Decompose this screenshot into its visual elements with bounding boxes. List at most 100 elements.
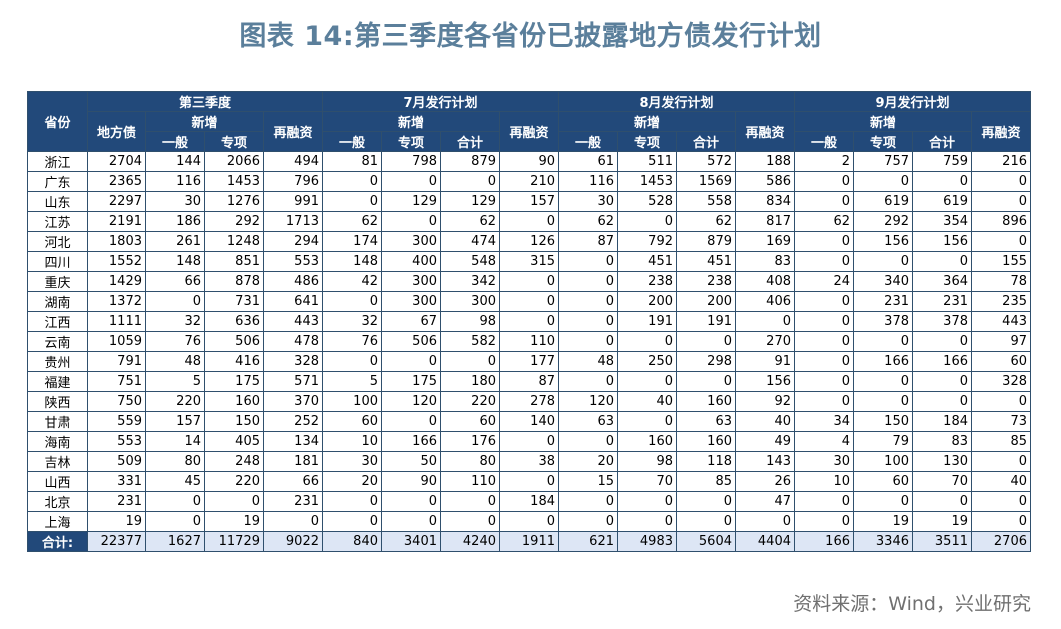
value-cell: 0 [322,491,382,512]
value-cell: 586 [735,171,795,192]
province-cell: 福建 [27,371,88,392]
value-cell: 40 [617,391,677,412]
value-cell: 180 [440,371,500,392]
value-cell: 10 [322,431,382,452]
value-cell: 2 [794,151,854,172]
value-cell: 15 [558,471,618,492]
value-cell: 0 [381,351,441,372]
value-cell: 0 [794,331,854,352]
value-cell: 188 [735,151,795,172]
header-jul-special: 专项 [381,131,441,152]
value-cell: 443 [263,311,323,332]
value-cell: 0 [794,291,854,312]
table-row: 甘肃 559 157 150 252 60 0 60 140 63 0 63 40 34 150 184 73 [27,411,1031,432]
value-cell: 85 [971,431,1031,452]
value-cell: 175 [204,371,264,392]
header-jul-new: 新增 [322,111,500,132]
value-cell: 342 [440,271,500,292]
value-cell: 1429 [87,271,146,292]
value-cell: 67 [381,311,441,332]
total-value-cell: 5604 [676,531,736,552]
value-cell: 0 [971,491,1031,512]
value-cell: 378 [853,311,913,332]
value-cell: 298 [676,351,736,372]
value-cell: 451 [676,251,736,272]
province-cell: 云南 [27,331,88,352]
table-row: 河北 1803 261 1248 294 174 300 474 126 87 792 879 169 0… [27,231,1031,252]
value-cell: 378 [912,311,972,332]
province-cell: 北京 [27,491,88,512]
value-cell: 0 [794,511,854,532]
value-cell: 235 [971,291,1031,312]
value-cell: 478 [263,331,323,352]
value-cell: 0 [794,171,854,192]
value-cell: 0 [971,511,1031,532]
value-cell: 474 [440,231,500,252]
value-cell: 70 [617,471,677,492]
province-cell: 河北 [27,231,88,252]
value-cell: 328 [971,371,1031,392]
value-cell: 144 [145,151,205,172]
value-cell: 757 [853,151,913,172]
value-cell: 155 [971,251,1031,272]
value-cell: 110 [499,331,559,352]
value-cell: 100 [322,391,382,412]
value-cell: 174 [322,231,382,252]
value-cell: 38 [499,451,559,472]
value-cell: 120 [381,391,441,412]
value-cell: 548 [440,251,500,272]
value-cell: 1552 [87,251,146,272]
value-cell: 4 [794,431,854,452]
value-cell: 0 [558,511,618,532]
value-cell: 76 [145,331,205,352]
value-cell: 184 [499,491,559,512]
value-cell: 129 [381,191,441,212]
value-cell: 92 [735,391,795,412]
value-cell: 0 [912,331,972,352]
value-cell: 91 [735,351,795,372]
province-cell: 山西 [27,471,88,492]
value-cell: 150 [853,411,913,432]
value-cell: 0 [794,491,854,512]
value-cell: 991 [263,191,323,212]
value-cell: 116 [558,171,618,192]
value-cell: 619 [912,191,972,212]
table-row: 陕西 750 220 160 370 100 120 220 278 120 40 160 92 0 0 0 0 [27,391,1031,412]
value-cell: 70 [912,471,972,492]
header-jul-general: 一般 [322,131,382,152]
total-value-cell: 840 [322,531,382,552]
value-cell: 416 [204,351,264,372]
value-cell: 0 [322,351,382,372]
value-cell: 191 [676,311,736,332]
header-jul-refinance: 再融资 [499,111,559,152]
header-jul-total: 合计 [440,131,500,152]
value-cell: 750 [87,391,146,412]
value-cell: 166 [853,351,913,372]
value-cell: 0 [440,171,500,192]
value-cell: 48 [145,351,205,372]
value-cell: 83 [912,431,972,452]
value-cell: 76 [322,331,382,352]
value-cell: 0 [971,391,1031,412]
value-cell: 30 [794,451,854,472]
total-value-cell: 166 [794,531,854,552]
value-cell: 169 [735,231,795,252]
value-cell: 80 [440,451,500,472]
value-cell: 248 [204,451,264,472]
value-cell: 294 [263,231,323,252]
value-cell: 1803 [87,231,146,252]
value-cell: 19 [87,511,146,532]
value-cell: 134 [263,431,323,452]
value-cell: 582 [440,331,500,352]
value-cell: 641 [263,291,323,312]
value-cell: 0 [381,491,441,512]
table-row: 四川 1552 148 851 553 148 400 548 315 0 451 451 83 0 0 0 1… [27,251,1031,272]
total-value-cell: 3401 [381,531,441,552]
header-group-september: 9月发行计划 [794,91,1031,112]
value-cell: 1713 [263,211,323,232]
total-value-cell: 4983 [617,531,677,552]
value-cell: 148 [145,251,205,272]
value-cell: 140 [499,411,559,432]
value-cell: 0 [617,491,677,512]
value-cell: 0 [971,231,1031,252]
